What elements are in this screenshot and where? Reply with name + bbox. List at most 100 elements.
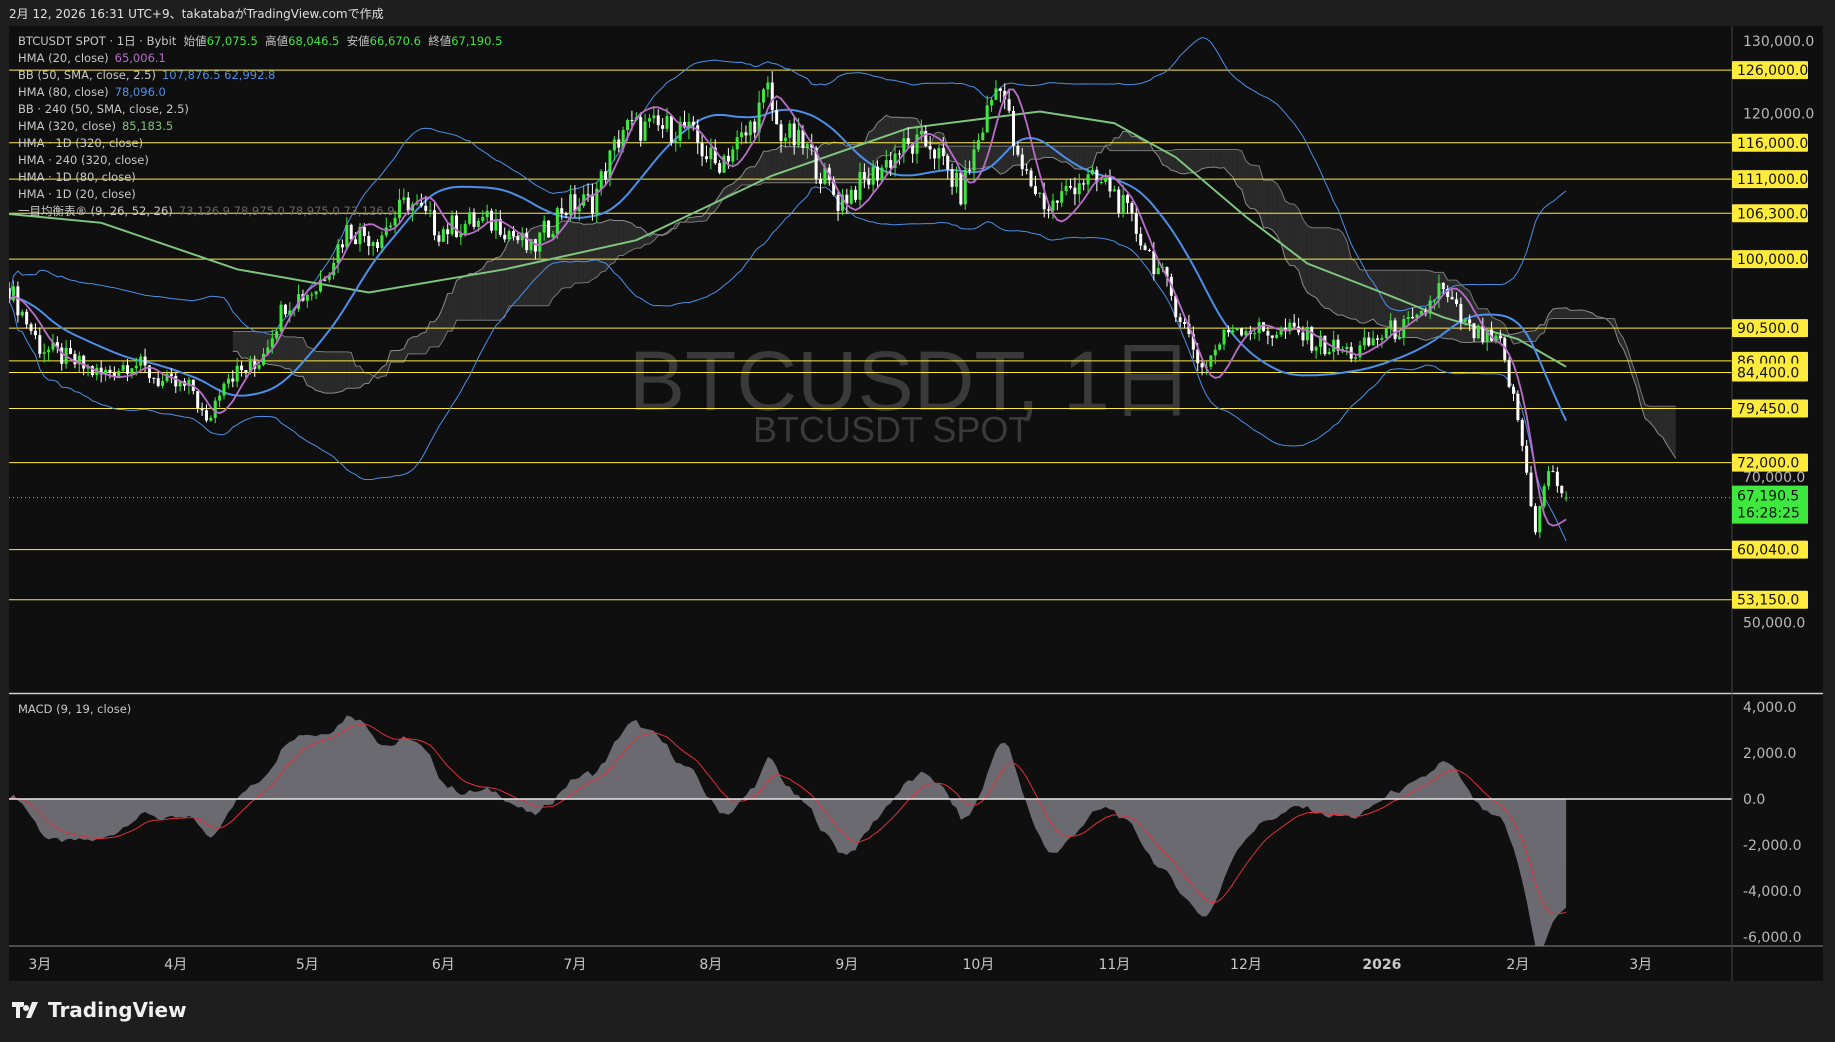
candle-body[interactable] [235,365,239,382]
candle-body[interactable] [919,130,923,135]
candle-body[interactable] [1077,183,1081,195]
candle-body[interactable] [1196,349,1200,364]
candle-body[interactable] [551,234,555,238]
candle-body[interactable] [661,125,665,129]
candle-body[interactable] [937,148,941,159]
candle-body[interactable] [722,155,726,173]
candle-body[interactable] [516,236,520,241]
candle-body[interactable] [1411,316,1415,319]
candle-body[interactable] [204,410,208,421]
candle-body[interactable] [915,134,919,154]
candle-body[interactable] [819,178,823,184]
candle-body[interactable] [639,117,643,141]
candle-body[interactable] [529,239,533,251]
candle-body[interactable] [1336,339,1340,351]
candle-body[interactable] [1288,322,1292,332]
candle-body[interactable] [1156,267,1160,275]
candle-body[interactable] [1055,200,1059,203]
candle-body[interactable] [1261,322,1265,332]
candle-body[interactable] [297,294,301,309]
candle-body[interactable] [283,304,287,315]
candle-body[interactable] [950,169,954,187]
candle-body[interactable] [1384,328,1388,338]
candle-body[interactable] [218,395,222,401]
candle-body[interactable] [612,139,616,151]
candle-body[interactable] [503,234,507,240]
candle-body[interactable] [538,232,542,252]
macd-pane[interactable] [9,715,1732,951]
candle-body[interactable] [569,194,573,216]
candle-body[interactable] [674,140,678,143]
candle-body[interactable] [976,140,980,150]
candle-body[interactable] [244,370,248,373]
candle-body[interactable] [1275,334,1279,338]
candle-body[interactable] [630,120,634,122]
candle-body[interactable] [143,356,147,366]
candle-body[interactable] [209,417,213,421]
candle-body[interactable] [1376,338,1380,340]
candle-body[interactable] [1283,327,1287,332]
candle-body[interactable] [1099,181,1103,183]
candle-body[interactable] [963,169,967,205]
candle-body[interactable] [25,311,29,325]
candle-body[interactable] [1222,329,1226,345]
candle-body[interactable] [972,149,976,171]
candle-body[interactable] [876,166,880,181]
candle-body[interactable] [323,279,327,281]
candle-body[interactable] [1560,485,1564,494]
candle-body[interactable] [1323,335,1327,355]
candle-body[interactable] [1244,331,1248,336]
candle-body[interactable] [740,132,744,138]
candle-body[interactable] [1301,332,1305,341]
candle-body[interactable] [494,218,498,231]
candle-body[interactable] [1511,386,1515,394]
candle-body[interactable] [954,172,958,187]
candle-body[interactable] [814,147,818,179]
candle-body[interactable] [604,171,608,180]
candle-body[interactable] [1051,200,1055,211]
candle-body[interactable] [319,279,323,292]
candle-body[interactable] [82,355,86,369]
candle-body[interactable] [1240,328,1244,336]
candle-body[interactable] [928,146,932,150]
candle-body[interactable] [266,347,270,354]
candle-body[interactable] [1187,323,1191,334]
candle-body[interactable] [358,226,362,245]
candle-body[interactable] [1358,345,1362,358]
candle-body[interactable] [779,124,783,141]
chart-svg[interactable]: 130,000.0 120,000.0 70,000.0 50,000.0 126,00… [0,0,1835,981]
candle-body[interactable] [608,150,612,180]
candle-body[interactable] [845,194,849,204]
candle-body[interactable] [775,110,779,125]
candle-body[interactable] [134,365,138,369]
candle-body[interactable] [156,378,160,386]
candle-body[interactable] [1047,209,1051,211]
candle-body[interactable] [165,373,169,382]
candle-body[interactable] [1165,267,1169,277]
candle-body[interactable] [547,220,551,238]
candle-body[interactable] [595,188,599,215]
candle-body[interactable] [200,407,204,411]
candle-body[interactable] [854,189,858,200]
candle-body[interactable] [911,143,915,154]
candle-body[interactable] [862,172,866,179]
candle-body[interactable] [340,244,344,248]
candle-body[interactable] [174,375,178,387]
candle-body[interactable] [90,366,94,376]
candle-body[interactable] [1235,328,1239,331]
candle-body[interactable] [1108,177,1112,192]
candle-body[interactable] [1191,333,1195,350]
candle-body[interactable] [498,218,502,235]
candle-body[interactable] [1354,357,1358,359]
candle-body[interactable] [1441,282,1445,290]
candle-body[interactable] [1016,145,1020,155]
candle-body[interactable] [380,235,384,248]
candle-body[interactable] [902,138,906,154]
candle-body[interactable] [1533,506,1537,533]
candle-body[interactable] [1459,303,1463,322]
candle-body[interactable] [1121,194,1125,214]
legend-symbol[interactable]: BTCUSDT SPOT · 1日 · Bybit [18,34,177,48]
candle-body[interactable] [240,365,244,371]
candle-body[interactable] [1564,497,1568,499]
candle-body[interactable] [47,349,51,353]
